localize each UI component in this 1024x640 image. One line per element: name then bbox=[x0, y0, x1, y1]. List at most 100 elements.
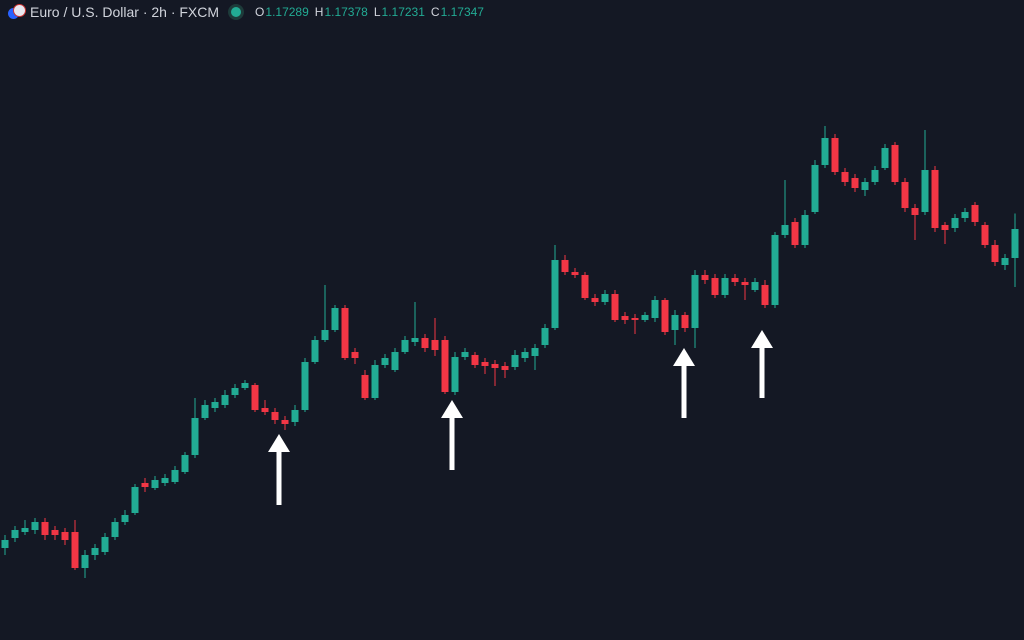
candle-body bbox=[161, 478, 169, 483]
candle-body bbox=[981, 225, 989, 245]
candle-body bbox=[971, 205, 979, 222]
candle-body bbox=[621, 316, 629, 320]
arrow bbox=[673, 348, 695, 418]
candle-body bbox=[611, 294, 619, 320]
candle-body bbox=[361, 375, 369, 398]
candle-body bbox=[481, 362, 489, 366]
candle-body bbox=[591, 298, 599, 302]
market-status bbox=[231, 7, 242, 17]
candle-body bbox=[91, 548, 99, 555]
candle-body bbox=[651, 300, 659, 318]
candle-body bbox=[451, 357, 459, 392]
candle-body bbox=[881, 148, 889, 168]
ohlc-label: C bbox=[430, 5, 440, 19]
candle-body bbox=[871, 170, 879, 182]
candle-body bbox=[1, 540, 9, 548]
candle-body bbox=[811, 165, 819, 212]
candle-body bbox=[761, 285, 769, 305]
candle-body bbox=[371, 365, 379, 398]
candle-body bbox=[571, 272, 579, 275]
candle-body bbox=[431, 340, 439, 350]
candle-body bbox=[141, 483, 149, 487]
candle-body bbox=[331, 308, 339, 330]
candle-body bbox=[641, 315, 649, 320]
candle-body bbox=[711, 278, 719, 295]
candle-body bbox=[111, 522, 119, 537]
candle-body bbox=[231, 388, 239, 395]
candle-body bbox=[11, 530, 19, 538]
candle-body bbox=[511, 355, 519, 367]
candle-body bbox=[301, 362, 309, 410]
ohlc-label: O bbox=[255, 5, 265, 19]
candle-body bbox=[771, 235, 779, 305]
candle-body bbox=[131, 487, 139, 513]
candle-body bbox=[521, 352, 529, 358]
candle-body bbox=[41, 522, 49, 535]
candle-body bbox=[601, 294, 609, 302]
candle-body bbox=[81, 555, 89, 568]
candle-body bbox=[731, 278, 739, 282]
candle-body bbox=[401, 340, 409, 352]
symbol-icon bbox=[8, 4, 26, 20]
candle-body bbox=[421, 338, 429, 348]
candle-body bbox=[311, 340, 319, 362]
candle-body bbox=[181, 455, 189, 472]
candle-body bbox=[461, 352, 469, 357]
candle-body bbox=[921, 170, 929, 212]
candle-body bbox=[911, 208, 919, 215]
candle-body bbox=[271, 412, 279, 420]
candle-body bbox=[901, 182, 909, 208]
candle-body bbox=[221, 395, 229, 405]
candle-body bbox=[191, 418, 199, 455]
candle-body bbox=[281, 420, 289, 424]
candle-body bbox=[51, 530, 59, 535]
candle-body bbox=[961, 212, 969, 218]
candle-body bbox=[931, 170, 939, 228]
candle-body bbox=[341, 308, 349, 358]
candle-body bbox=[201, 405, 209, 418]
candle-body bbox=[291, 410, 299, 422]
candle-body bbox=[381, 358, 389, 365]
candle-body bbox=[941, 225, 949, 230]
ohlc-value: 1.17289 bbox=[265, 5, 309, 19]
candle-body bbox=[351, 352, 359, 358]
candle-body bbox=[631, 318, 639, 320]
candle-body bbox=[491, 364, 499, 368]
candle-body bbox=[721, 278, 729, 295]
candle-body bbox=[531, 348, 539, 356]
candle-body bbox=[101, 537, 109, 552]
arrow bbox=[441, 400, 463, 470]
ohlc-label: L bbox=[373, 5, 381, 19]
candle-body bbox=[551, 260, 559, 328]
candle-body bbox=[691, 275, 699, 328]
candle-body bbox=[821, 138, 829, 165]
candle-body bbox=[831, 138, 839, 172]
candle-body bbox=[1011, 229, 1019, 258]
ohlc-value: 1.17378 bbox=[324, 5, 368, 19]
candle-body bbox=[441, 340, 449, 392]
candle-body bbox=[751, 282, 759, 290]
candle-body bbox=[541, 328, 549, 345]
candle-body bbox=[471, 355, 479, 365]
symbol-title: Euro / U.S. Dollar · 2h · FXCM bbox=[30, 4, 220, 20]
candle-body bbox=[211, 402, 219, 408]
candle-body bbox=[671, 315, 679, 330]
candle-body bbox=[411, 338, 419, 342]
candle-body bbox=[391, 352, 399, 370]
ohlc-label: H bbox=[314, 5, 324, 19]
candle-body bbox=[861, 182, 869, 190]
candle-body bbox=[801, 215, 809, 245]
candle-body bbox=[841, 172, 849, 182]
candle-body bbox=[681, 315, 689, 328]
candle-body bbox=[741, 282, 749, 285]
candle-body bbox=[151, 480, 159, 488]
candle-body bbox=[251, 385, 259, 410]
header: Euro / U.S. Dollar · 2h · FXCM O 1.17289 … bbox=[8, 3, 484, 21]
candle-body bbox=[951, 218, 959, 228]
candle-body bbox=[171, 470, 179, 482]
candle-body bbox=[781, 225, 789, 235]
arrow bbox=[268, 434, 290, 505]
candle-body bbox=[1001, 258, 1009, 265]
